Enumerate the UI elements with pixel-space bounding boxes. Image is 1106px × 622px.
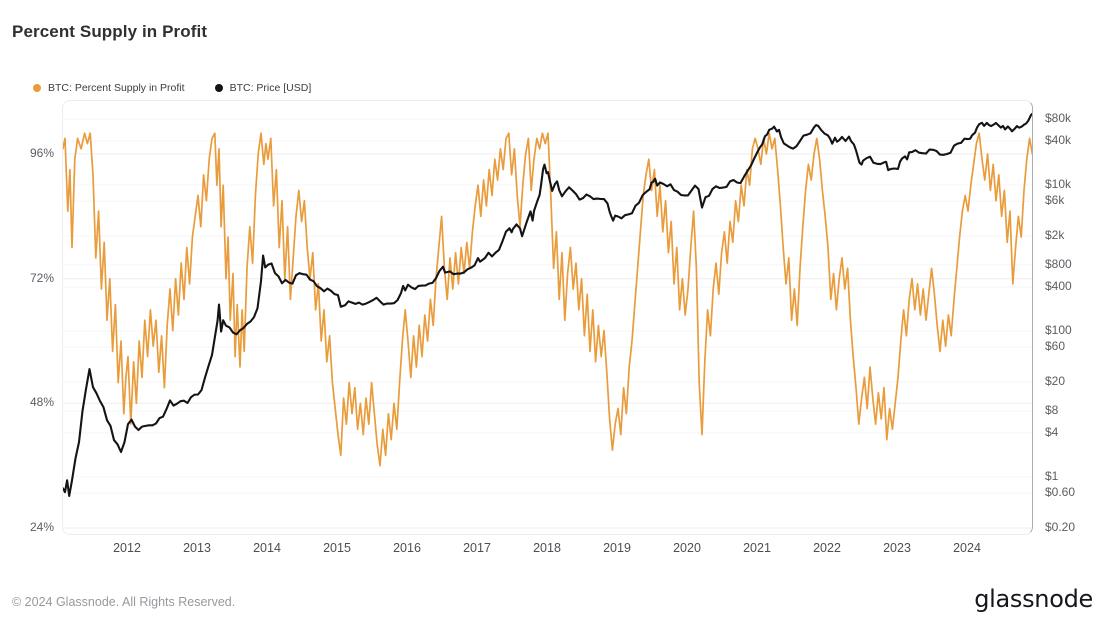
legend-label: BTC: Price [USD] — [229, 82, 312, 94]
y-right-tick-label: $20 — [1045, 373, 1066, 388]
glassnode-logo: glassnode — [974, 585, 1093, 613]
y-right-tick-label: $10k — [1045, 176, 1072, 191]
y-right-tick-label: $80k — [1045, 111, 1072, 126]
y-right-tick-label: $0.60 — [1045, 485, 1076, 500]
x-axis-year-label: 2021 — [743, 541, 771, 555]
x-axis-year-label: 2014 — [253, 541, 281, 555]
x-axis-year-label: 2016 — [393, 541, 421, 555]
y-right-tick-label: $40k — [1045, 133, 1072, 148]
x-axis-year-label: 2012 — [113, 541, 141, 555]
legend-item-percent-supply[interactable]: BTC: Percent Supply in Profit — [33, 82, 185, 94]
price-line — [63, 112, 1032, 497]
copyright-text: © 2024 Glassnode. All Rights Reserved. — [12, 595, 236, 609]
x-axis-year-label: 2022 — [813, 541, 841, 555]
legend-dot-icon — [214, 84, 223, 92]
x-axis-year-label: 2024 — [953, 541, 981, 555]
legend-item-price[interactable]: BTC: Price [USD] — [214, 82, 312, 94]
legend-label: BTC: Percent Supply in Profit — [48, 82, 185, 94]
legend-dot-icon — [33, 84, 41, 92]
y-right-tick-label: $800 — [1045, 257, 1072, 272]
x-axis-year-label: 2018 — [533, 541, 561, 555]
x-axis-year-label: 2023 — [883, 541, 911, 555]
y-left-tick-label: 72% — [29, 270, 54, 285]
y-right-tick-label: $4 — [1045, 425, 1059, 440]
y-right-tick-label: $6k — [1045, 193, 1065, 208]
y-right-tick-label: $400 — [1045, 279, 1072, 294]
y-right-tick-label: $2k — [1045, 227, 1065, 242]
y-left-tick-label: 24% — [29, 520, 54, 534]
page-title: Percent Supply in Profit — [12, 22, 208, 41]
y-right-tick-label: $1 — [1045, 468, 1059, 483]
y-right-tick-label: $60 — [1045, 339, 1066, 354]
y-left-tick-label: 96% — [29, 145, 54, 160]
x-axis-year-label: 2013 — [183, 541, 211, 555]
chart-canvas[interactable] — [63, 101, 1033, 535]
x-axis-year-label: 2017 — [463, 541, 491, 555]
legend: BTC: Percent Supply in Profit BTC: Price … — [33, 80, 341, 96]
y-left-tick-label: 48% — [29, 395, 54, 410]
x-axis-year-label: 2020 — [673, 541, 701, 555]
y-right-tick-label: $0.20 — [1045, 519, 1076, 534]
x-axis-year-label: 2019 — [603, 541, 631, 555]
y-right-tick-label: $8 — [1045, 403, 1059, 418]
percent-supply-line — [63, 132, 1032, 467]
plot-area[interactable] — [62, 100, 1033, 535]
x-axis-year-label: 2015 — [323, 541, 351, 555]
y-right-tick-label: $100 — [1045, 322, 1072, 337]
